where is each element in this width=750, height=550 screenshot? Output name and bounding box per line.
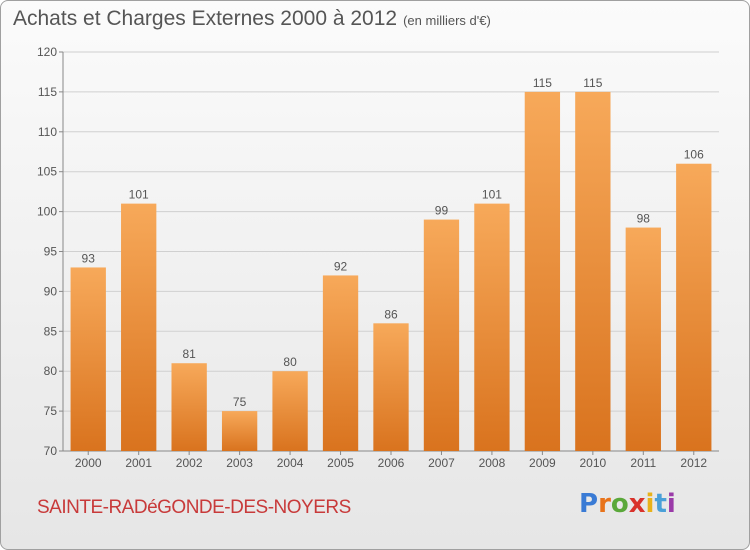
x-tick-label-2009: 2009: [529, 456, 556, 470]
bar-2007: [423, 219, 460, 451]
chart-title-text: Achats et Charges Externes 2000 à 2012: [13, 7, 398, 30]
chart-title: Achats et Charges Externes 2000 à 2012 (e…: [13, 7, 491, 31]
bar-2004: [272, 371, 308, 451]
bar-2012: [676, 163, 712, 451]
data-label-2008: 101: [482, 188, 502, 202]
commune-name: SAINTE-RADéGONDE-DES-NOYERS: [37, 497, 351, 518]
y-tick-label: 85: [44, 324, 58, 338]
chart-unit-label: (en milliers d'€): [403, 13, 491, 28]
data-label-2002: 81: [182, 347, 196, 361]
x-tick-label-2001: 2001: [125, 456, 152, 470]
bar-2002: [171, 363, 207, 451]
x-tick-label-2012: 2012: [680, 456, 707, 470]
bar-2011: [625, 227, 661, 451]
x-tick-label-2005: 2005: [327, 456, 354, 470]
bar-2010: [575, 91, 611, 452]
bar-2000: [70, 267, 106, 451]
data-label-2011: 98: [637, 212, 651, 226]
data-label-2007: 99: [435, 204, 449, 218]
x-tick-label-2007: 2007: [428, 456, 455, 470]
x-tick-label-2011: 2011: [630, 456, 656, 470]
y-tick-label: 75: [44, 404, 58, 418]
data-label-2000: 93: [82, 251, 96, 265]
data-label-2004: 80: [283, 355, 297, 369]
x-tick-label-2000: 2000: [75, 456, 102, 470]
x-tick-label-2006: 2006: [378, 456, 405, 470]
y-tick-label: 80: [44, 364, 58, 378]
x-tick-label-2003: 2003: [226, 456, 253, 470]
y-tick-label: 90: [44, 284, 58, 298]
y-tick-label: 120: [37, 45, 57, 59]
y-tick-label: 95: [44, 245, 58, 259]
labels: 70 75 80 85 90 95 100 105 110 115 120 93 2000 101 2001…: [37, 45, 707, 470]
logo-letter: x: [628, 489, 646, 519]
bar-2009: [524, 91, 561, 452]
x-tick-label-2010: 2010: [579, 456, 606, 470]
bar-2008: [474, 203, 510, 451]
y-tick-label: 105: [37, 165, 57, 179]
bar-2006: [373, 323, 409, 451]
logo-letter: o: [610, 489, 629, 519]
x-tick-label-2004: 2004: [277, 456, 304, 470]
y-tick-label: 115: [38, 85, 57, 99]
data-label-2012: 106: [684, 148, 704, 162]
logo-letter: i: [666, 489, 676, 519]
logo-letter: r: [598, 489, 611, 519]
bar-2003: [221, 411, 258, 451]
data-label-2006: 86: [384, 307, 398, 321]
x-tick-label-2008: 2008: [479, 456, 506, 470]
logo-letter: i: [645, 489, 655, 519]
data-label-2001: 101: [129, 188, 149, 202]
data-label-2005: 92: [334, 259, 348, 273]
x-tick-label-2002: 2002: [176, 456, 203, 470]
proxiti-logo: Proxiti: [579, 489, 676, 519]
bars: [70, 91, 712, 452]
data-label-2003: 75: [233, 395, 247, 409]
y-tick-label: 70: [44, 444, 58, 458]
y-tick-label: 110: [38, 125, 57, 139]
logo-letter: t: [654, 489, 667, 519]
y-tick-label: 100: [37, 205, 57, 219]
bar-2001: [121, 203, 157, 451]
bar-2005: [322, 275, 359, 451]
data-label-2010: 115: [583, 76, 602, 90]
logo-letter: P: [579, 489, 599, 519]
data-label-2009: 115: [533, 76, 552, 90]
